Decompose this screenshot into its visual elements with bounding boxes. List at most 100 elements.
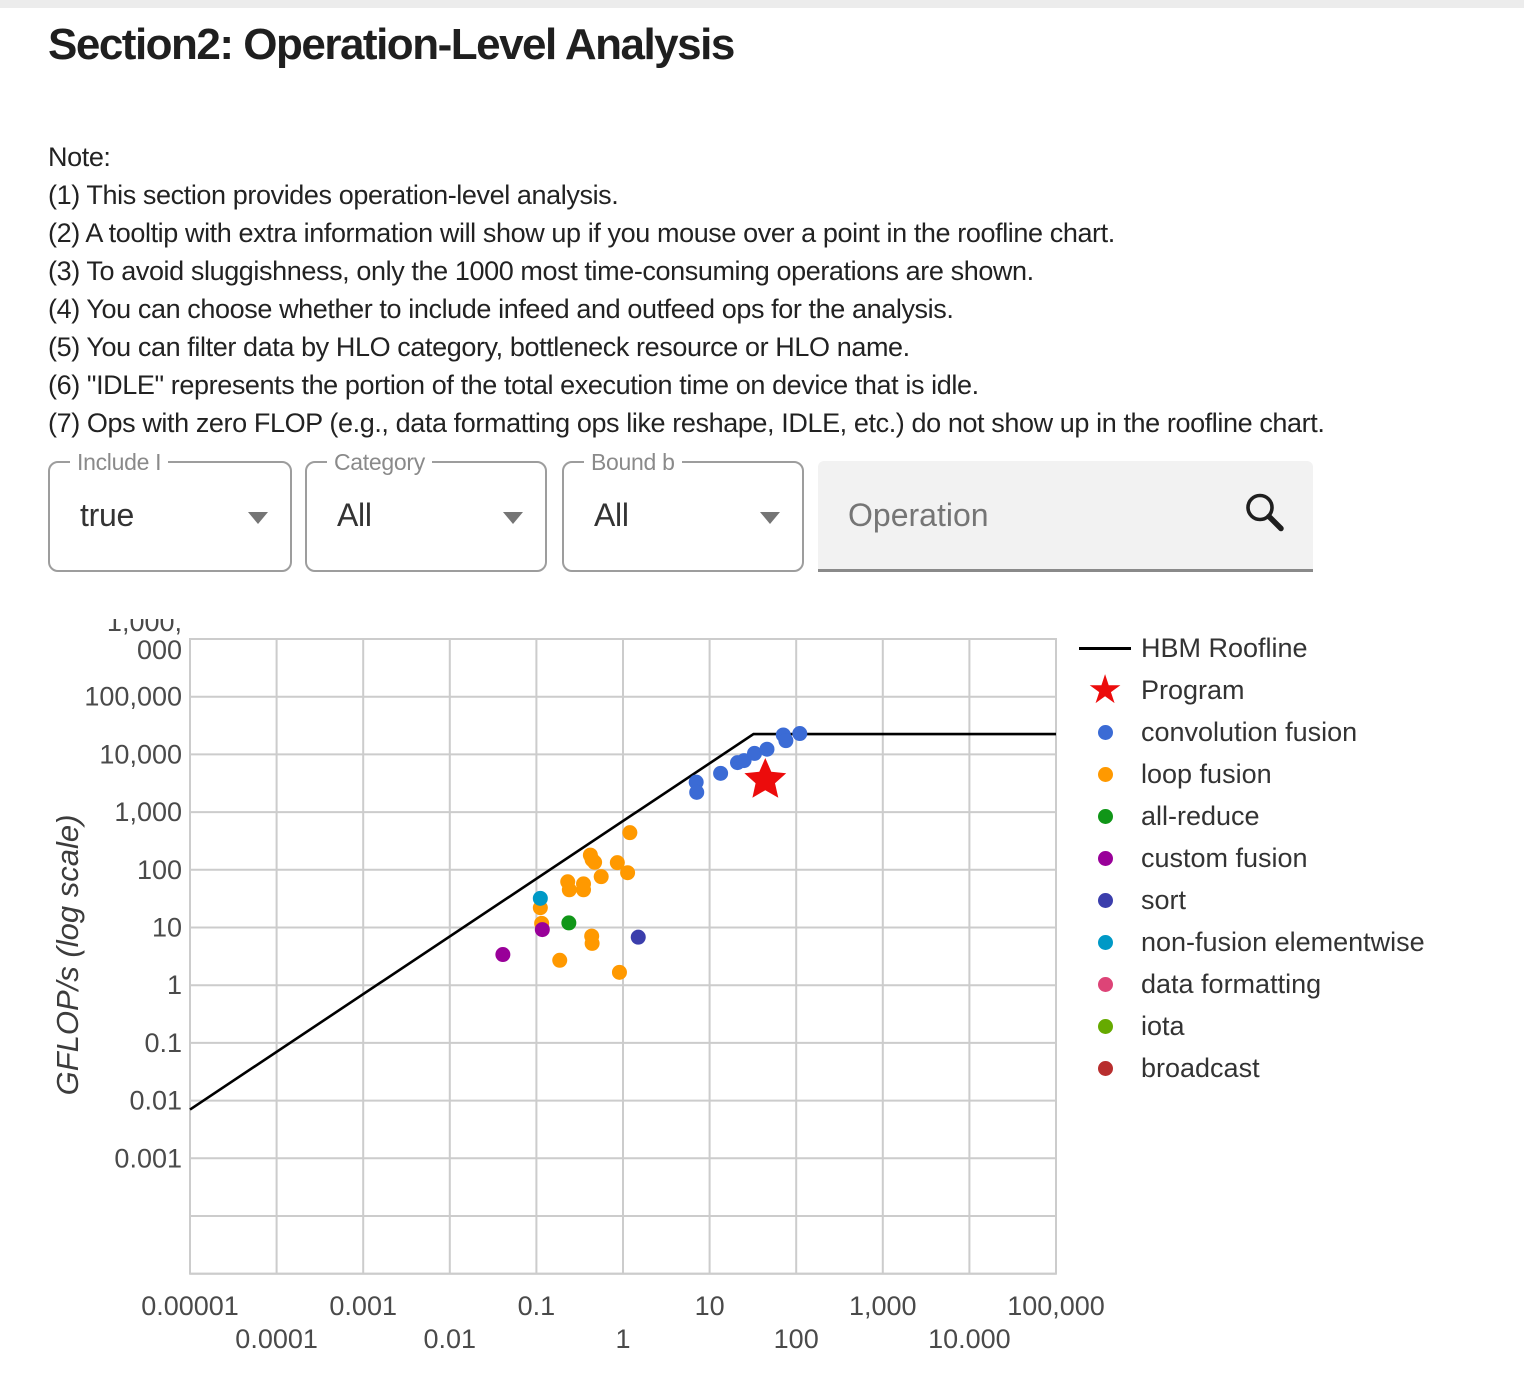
- legend-label: convolution fusion: [1141, 716, 1358, 747]
- note-line: (4) You can choose whether to include in…: [48, 294, 954, 324]
- roofline-swatch-icon: [1078, 646, 1132, 650]
- y-axis-labels: 1,000, 000 100,000 10,000 1,000 100 10 1 0.1 0.01…: [84, 607, 182, 1173]
- star-icon: ★: [1078, 668, 1132, 712]
- legend-label: Program: [1141, 674, 1245, 705]
- include-io-label: Include I: [70, 449, 169, 476]
- data-point-loop-fusion[interactable]: [584, 935, 600, 951]
- y-tick-label: 1,000, 000: [107, 607, 182, 665]
- y-tick-label: 10,000: [99, 739, 182, 769]
- legend-label: broadcast: [1141, 1052, 1260, 1083]
- data-point-loop-fusion[interactable]: [593, 869, 609, 885]
- legend-item-program: ★ Program: [1078, 669, 1425, 711]
- dot-icon: [1097, 1018, 1113, 1034]
- dot-icon: [1097, 766, 1113, 782]
- data-point-loop-fusion[interactable]: [622, 825, 638, 841]
- legend-item-convolution-fusion: convolution fusion: [1078, 711, 1425, 753]
- top-divider: [0, 0, 1524, 8]
- legend-item-data-formatting: data formatting: [1078, 963, 1425, 1005]
- y-tick-label: 100: [137, 855, 182, 885]
- data-point-custom-fusion[interactable]: [534, 922, 550, 938]
- x-tick-label: 0.01: [424, 1324, 477, 1354]
- search-icon[interactable]: [1241, 489, 1289, 542]
- line-icon: [1079, 646, 1131, 650]
- data-point-all-reduce[interactable]: [561, 915, 577, 931]
- y-tick-label: 0.01: [129, 1086, 182, 1116]
- operation-search-input[interactable]: [818, 461, 1268, 569]
- y-tick-label: 0.001: [114, 1143, 182, 1173]
- legend-label: custom fusion: [1141, 842, 1308, 873]
- x-tick-label: 1,000: [849, 1291, 917, 1321]
- chevron-down-icon: [503, 511, 523, 524]
- data-point-custom-fusion[interactable]: [495, 947, 511, 963]
- data-point-loop-fusion[interactable]: [609, 855, 625, 871]
- x-tick-label: 1: [615, 1324, 630, 1354]
- plot-border: [189, 638, 1057, 1275]
- legend-item-custom-fusion: custom fusion: [1078, 837, 1425, 879]
- y-tick-label: 10: [152, 913, 182, 943]
- note-line: (5) You can filter data by HLO category,…: [48, 332, 910, 362]
- chevron-down-icon: [248, 511, 268, 524]
- y-axis-title: GFLOP/s (log scale): [50, 815, 85, 1096]
- legend-item-loop-fusion: loop fusion: [1078, 753, 1425, 795]
- note-line: (3) To avoid sluggishness, only the 1000…: [48, 256, 1034, 286]
- dot-icon: [1097, 1060, 1113, 1076]
- legend-item-all-reduce: all-reduce: [1078, 795, 1425, 837]
- dot-icon: [1078, 1060, 1132, 1076]
- notes-block: Note: (1) This section provides operatio…: [48, 138, 1325, 442]
- data-point-convolution-fusion[interactable]: [736, 753, 752, 769]
- legend-item-hbm-roofline: HBM Roofline: [1078, 627, 1425, 669]
- data-point-loop-fusion[interactable]: [611, 964, 627, 980]
- data-point-loop-fusion[interactable]: [620, 865, 636, 881]
- dot-icon: [1097, 934, 1113, 950]
- program-star-marker[interactable]: [744, 758, 787, 798]
- chevron-down-icon: [760, 511, 780, 524]
- x-tick-label: 0.0001: [235, 1324, 318, 1354]
- data-point-convolution-fusion[interactable]: [689, 784, 705, 800]
- data-point-convolution-fusion[interactable]: [778, 733, 794, 749]
- legend-label: data formatting: [1141, 968, 1322, 999]
- note-line: (6) "IDLE" represents the portion of the…: [48, 370, 979, 400]
- data-point-convolution-fusion[interactable]: [759, 741, 775, 757]
- notes-heading: Note:: [48, 142, 111, 172]
- data-point-convolution-fusion[interactable]: [747, 745, 763, 761]
- data-point-loop-fusion[interactable]: [576, 882, 592, 898]
- x-tick-label: 100: [774, 1324, 819, 1354]
- bound-by-value: All: [594, 496, 629, 533]
- data-point-loop-fusion[interactable]: [587, 854, 603, 870]
- legend-label: loop fusion: [1141, 758, 1272, 789]
- dot-icon: [1097, 724, 1113, 740]
- star-icon: ★: [1087, 668, 1123, 712]
- legend-item-broadcast: broadcast: [1078, 1047, 1425, 1089]
- include-io-value: true: [80, 496, 134, 533]
- dot-icon: [1078, 808, 1132, 824]
- note-line: (1) This section provides operation-leve…: [48, 180, 619, 210]
- dot-icon: [1078, 766, 1132, 782]
- category-select[interactable]: Category All: [305, 449, 547, 572]
- dot-icon: [1078, 976, 1132, 992]
- bound-by-label: Bound b: [584, 449, 682, 476]
- dot-icon: [1078, 1018, 1132, 1034]
- x-tick-label: 10: [695, 1291, 725, 1321]
- data-point-sort[interactable]: [630, 929, 646, 945]
- dot-icon: [1097, 976, 1113, 992]
- data-point-convolution-fusion[interactable]: [713, 765, 729, 781]
- y-tick-label: 100,000: [84, 682, 182, 712]
- dot-icon: [1078, 934, 1132, 950]
- category-value: All: [337, 496, 372, 533]
- y-tick-label: 1: [167, 970, 182, 1000]
- data-point-non-fusion-elementwise[interactable]: [532, 890, 548, 906]
- category-label: Category: [327, 449, 432, 476]
- data-point-convolution-fusion[interactable]: [792, 726, 808, 742]
- operation-search-field[interactable]: [818, 461, 1313, 572]
- data-point-loop-fusion[interactable]: [552, 952, 568, 968]
- x-tick-label: 0.1: [518, 1291, 556, 1321]
- dot-icon: [1078, 724, 1132, 740]
- legend-item-sort: sort: [1078, 879, 1425, 921]
- x-tick-label: 0.00001: [141, 1291, 239, 1321]
- data-point-loop-fusion[interactable]: [561, 882, 577, 898]
- bound-by-select[interactable]: Bound b All: [562, 449, 804, 572]
- dot-icon: [1097, 850, 1113, 866]
- x-tick-label: 0.001: [329, 1291, 397, 1321]
- include-io-select[interactable]: Include I true: [48, 449, 292, 572]
- legend-label: non-fusion elementwise: [1141, 926, 1425, 957]
